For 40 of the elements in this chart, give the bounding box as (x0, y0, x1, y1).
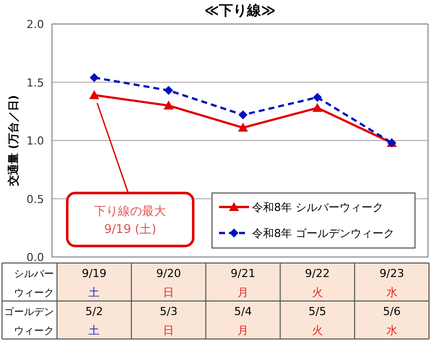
y-axis-title: 交通量 (万台／日) (7, 95, 20, 187)
point (312, 102, 322, 112)
point (238, 122, 248, 132)
text: 日 (163, 324, 174, 337)
y-tick-label: 2.0 (26, 18, 44, 31)
text: 火 (312, 324, 323, 337)
text: シルバーウィーク (14, 269, 54, 299)
text: 月 (238, 286, 248, 299)
y-tick-label: 1.0 (26, 134, 44, 148)
text: 土 (88, 286, 100, 299)
point (312, 92, 322, 102)
x-tick-label: 9/20 (156, 267, 181, 280)
legend-label: 令和8年 ゴールデンウィーク (252, 227, 394, 240)
chart-title: ≪下り線≫ (204, 3, 276, 19)
point (164, 86, 174, 95)
point (238, 110, 248, 120)
text: 5/6 (382, 305, 401, 318)
text: 水 (386, 324, 398, 337)
x-tick-label: 9/23 (379, 267, 404, 280)
x-tick-label: 9/21 (230, 267, 256, 280)
x-tick-label: 9/22 (305, 267, 330, 280)
text: 日 (163, 286, 174, 299)
point (89, 90, 100, 100)
y-tick-label: 0.0 (26, 251, 44, 264)
text: ゴールデンウィーク (4, 306, 54, 337)
text: 火 (312, 286, 323, 299)
text: 5/2 (85, 305, 104, 318)
text: 5/3 (160, 305, 178, 318)
text: 月 (238, 324, 248, 337)
point (164, 100, 174, 110)
x-tick-label: 9/19 (82, 267, 107, 280)
text: 水 (386, 286, 398, 299)
text: 土 (88, 324, 100, 337)
annotation: 下り線の最大 9/19 (土) (94, 204, 166, 236)
text: 5/5 (308, 305, 326, 318)
text: 5/4 (234, 305, 252, 318)
legend-label: 令和8年 シルバーウィーク (252, 201, 384, 214)
y-tick-label: 0.5 (26, 192, 44, 206)
point (90, 73, 99, 82)
y-tick-label: 1.5 (26, 76, 44, 90)
